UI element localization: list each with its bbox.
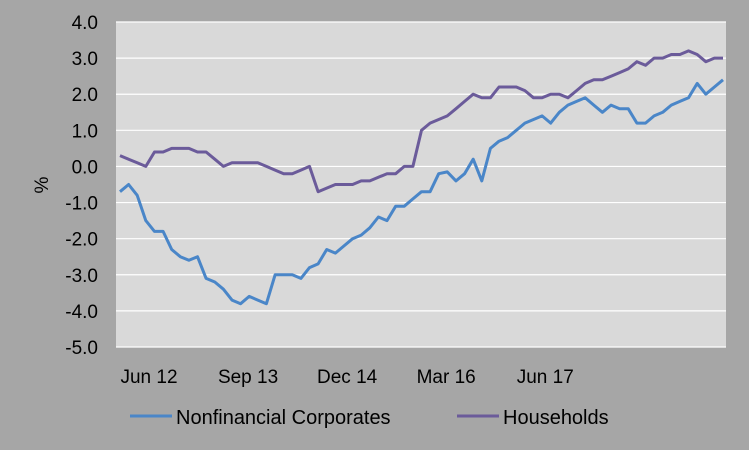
- y-tick-label: 3.0: [72, 49, 98, 70]
- y-tick-label: -3.0: [65, 266, 98, 287]
- gridlines: [116, 21, 726, 348]
- y-axis-label: %: [32, 176, 53, 193]
- x-tick-label: Jun 12: [120, 367, 177, 388]
- y-tick-label: 2.0: [72, 85, 98, 106]
- x-tick-label: Sep 13: [218, 367, 278, 388]
- x-tick-label: Jun 17: [517, 367, 574, 388]
- y-tick-label: 0.0: [72, 157, 98, 178]
- series-line-nonfinancial-corporates: [119, 78, 724, 306]
- y-tick-label: -5.0: [65, 338, 98, 359]
- legend-label: Households: [503, 407, 609, 429]
- y-tick-label: -1.0: [65, 194, 98, 215]
- legend-label: Nonfinancial Corporates: [176, 407, 391, 429]
- series-line-households: [119, 49, 723, 194]
- legend: Nonfinancial Corporates Households: [130, 407, 609, 429]
- x-tick-label: Dec 14: [317, 367, 378, 388]
- y-tick-label: -4.0: [65, 302, 98, 323]
- x-tick-label: Mar 16: [417, 367, 476, 388]
- y-tick-label: -2.0: [65, 230, 98, 251]
- y-tick-label: 4.0: [72, 13, 98, 34]
- y-axis-ticks: 4.0 3.0 2.0 1.0 0.0 -1.0 -2.0 -3.0 -4.0 -5.0: [65, 13, 98, 359]
- x-axis-ticks: Jun 12 Sep 13 Dec 14 Mar 16 Jun 17: [120, 367, 573, 388]
- plot-area: [116, 22, 726, 347]
- series-lines: [119, 49, 724, 306]
- y-tick-label: 1.0: [72, 121, 98, 142]
